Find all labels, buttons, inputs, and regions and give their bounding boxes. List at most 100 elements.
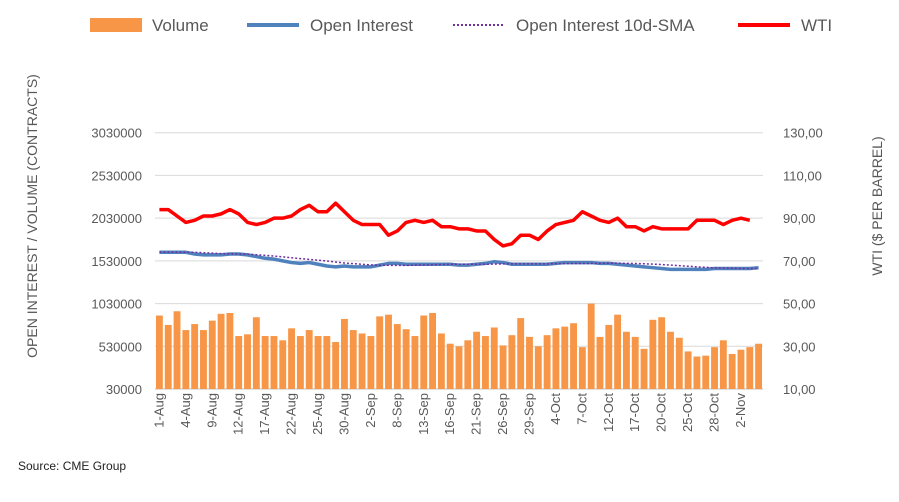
volume-bar: [640, 348, 648, 389]
volume-bar: [728, 353, 736, 389]
volume-bar: [376, 316, 384, 389]
volume-bar: [261, 336, 269, 389]
x-tick-label: 8-Sep: [389, 393, 404, 428]
volume-bar: [684, 351, 692, 389]
left-tick-label: 530000: [99, 339, 142, 354]
volume-bar: [191, 324, 199, 389]
volume-bar: [358, 333, 366, 389]
right-tick-label: 30,00: [783, 339, 816, 354]
volume-bar: [499, 345, 507, 389]
volume-bar: [631, 336, 639, 389]
left-tick-label: 1530000: [91, 254, 142, 269]
volume-bar: [349, 330, 357, 389]
volume-bar: [543, 335, 551, 389]
legend-item-sma: Open Interest 10d-SMA: [453, 16, 695, 35]
x-tick-label: 25-Oct: [680, 393, 695, 432]
right-tick-label: 110,00: [783, 168, 822, 183]
volume-bar: [649, 319, 657, 389]
x-tick-label: 30-Aug: [336, 393, 351, 435]
legend-label-volume: Volume: [152, 16, 209, 35]
volume-bar: [367, 336, 375, 389]
volume-bar: [746, 347, 754, 389]
left-tick-label: 2030000: [91, 211, 142, 226]
legend-item-open-interest: Open Interest: [247, 16, 413, 35]
volume-bar: [341, 318, 348, 389]
x-tick-label: 28-Oct: [707, 393, 722, 432]
x-tick-label: 9-Aug: [204, 393, 219, 428]
volume-bar: [155, 315, 163, 389]
volume-bar: [614, 314, 622, 389]
right-axis-ticks: 10,00 30,00 50,00 70,00 90,00 110,00 130,00: [783, 126, 823, 397]
open-interest-sma-line: [159, 251, 759, 270]
volume-bar: [226, 312, 234, 389]
x-tick-label: 29-Sep: [521, 393, 536, 435]
volume-bar: [578, 347, 586, 389]
volume-bar: [288, 328, 296, 389]
volume-bar: [490, 327, 498, 389]
right-axis-title: WTI ($ PER BARREL): [869, 136, 885, 275]
volume-bar: [402, 329, 410, 389]
volume-bar: [693, 356, 701, 389]
volume-bar: [235, 336, 243, 389]
volume-bar: [200, 330, 207, 389]
legend-item-volume: Volume: [90, 16, 209, 35]
volume-bar: [332, 342, 340, 389]
volume-bar: [737, 349, 745, 389]
volume-bar: [719, 340, 727, 389]
volume-bar: [182, 330, 190, 389]
legend-label-open-interest: Open Interest: [310, 16, 413, 35]
volume-bar: [605, 324, 613, 389]
volume-bar: [464, 340, 472, 389]
volume-bar: [552, 328, 560, 389]
left-axis-title: OPEN INTEREST / VOLUME (CONTRACTS): [24, 74, 40, 358]
x-tick-label: 7-Oct: [574, 393, 589, 425]
volume-bar: [473, 331, 481, 389]
volume-bar: [437, 333, 445, 389]
right-tick-label: 130,00: [783, 126, 823, 141]
volume-bar: [446, 343, 454, 389]
volume-bar: [296, 336, 304, 389]
x-tick-label: 13-Sep: [416, 393, 431, 435]
x-tick-label: 26-Sep: [495, 393, 510, 435]
x-tick-label: 25-Aug: [310, 393, 325, 435]
volume-bar: [711, 347, 718, 389]
volume-bar: [622, 331, 630, 389]
volume-bar: [508, 335, 516, 389]
right-tick-label: 70,00: [783, 254, 816, 269]
left-tick-label: 3030000: [91, 126, 142, 141]
x-tick-label: 21-Sep: [469, 393, 484, 435]
left-tick-label: 2530000: [91, 168, 142, 183]
volume-bar: [429, 312, 437, 389]
source-note: Source: CME Group: [18, 459, 126, 473]
volume-bar: [455, 346, 463, 389]
x-tick-label: 17-Oct: [627, 393, 642, 432]
volume-bar: [323, 336, 331, 389]
x-tick-label: 4-Aug: [178, 393, 193, 428]
x-axis-ticks: 1-Aug 4-Aug 9-Aug 12-Aug 17-Aug 22-Aug 25-Aug 3…: [151, 393, 748, 435]
volume-bar: [305, 330, 313, 389]
x-tick-label: 1-Aug: [151, 393, 166, 428]
volume-bar: [208, 320, 216, 389]
volume-bar: [217, 313, 225, 389]
volume-bar: [561, 326, 569, 389]
volume-bar: [702, 355, 710, 389]
x-tick-label: 2-Sep: [363, 393, 378, 428]
wti-line: [159, 201, 751, 248]
volume-bar: [481, 336, 489, 389]
volume-bar: [587, 303, 595, 389]
x-tick-label: 16-Sep: [442, 393, 457, 435]
legend-item-wti: WTI: [738, 16, 832, 35]
x-tick-label: 20-Oct: [654, 393, 669, 432]
volume-bar: [755, 343, 763, 389]
volume-bar: [244, 334, 251, 389]
legend-swatch-volume: [90, 18, 142, 32]
volume-bar: [385, 314, 392, 389]
legend-label-sma: Open Interest 10d-SMA: [516, 16, 695, 35]
x-tick-label: 4-Oct: [548, 393, 563, 425]
volume-bars: [155, 303, 763, 389]
left-axis-ticks: 30000 530000 1030000 1530000 2030000 2530000 3…: [91, 126, 142, 397]
volume-bar: [570, 323, 577, 389]
volume-bar: [173, 311, 181, 389]
x-tick-label: 12-Aug: [231, 393, 246, 435]
right-tick-label: 10,00: [783, 382, 816, 397]
